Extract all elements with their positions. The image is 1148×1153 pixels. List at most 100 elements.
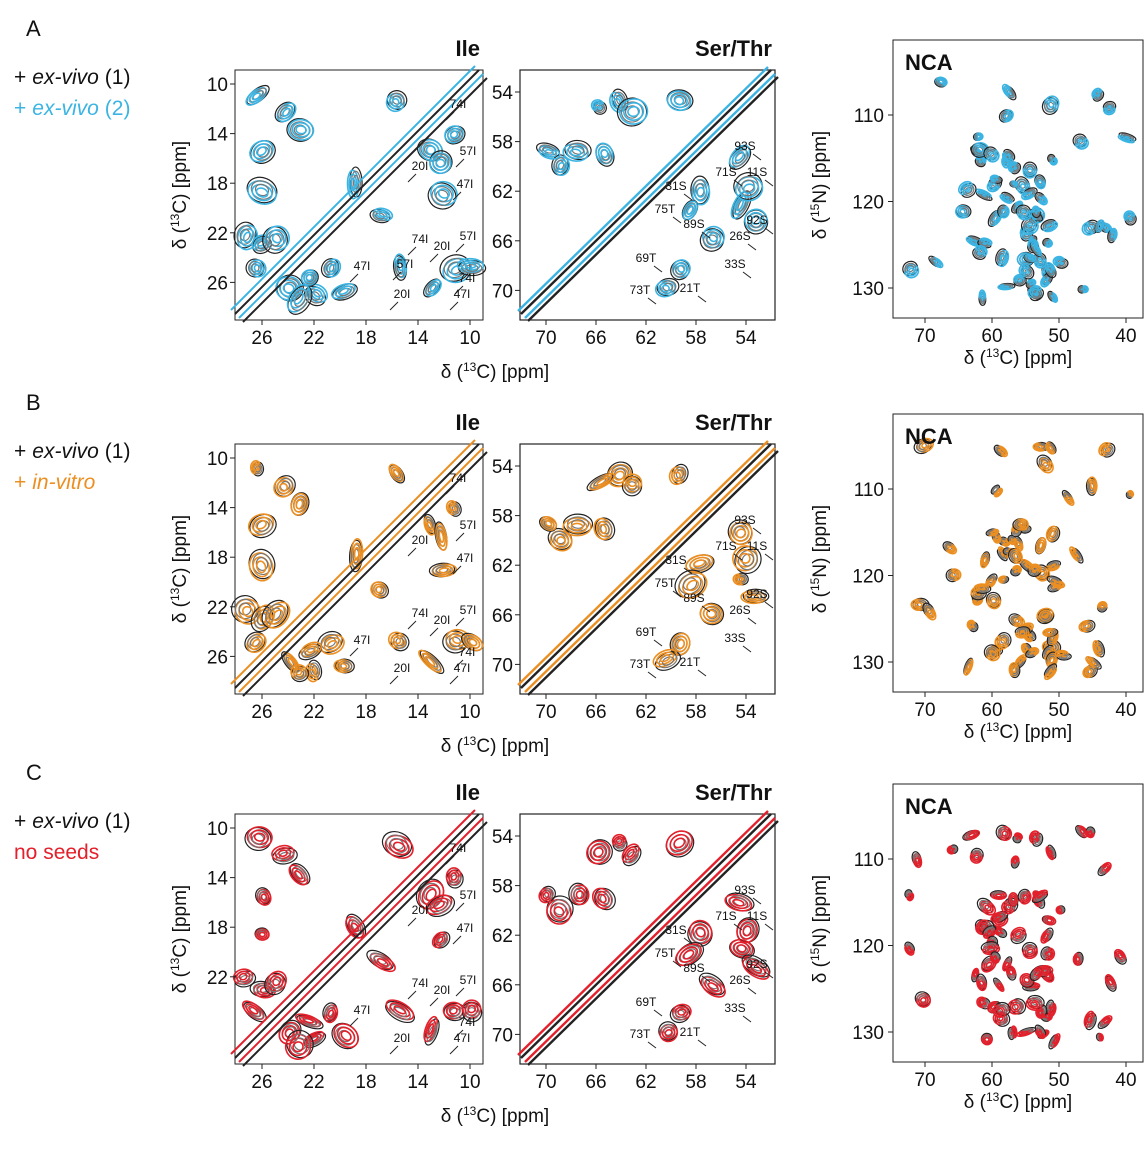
contour (1029, 280, 1035, 285)
axis-label: δ (13C) [ppm] (168, 885, 191, 993)
legend-entry: + ex-vivo (2) (14, 97, 130, 120)
contour (1075, 956, 1081, 963)
contour (1003, 152, 1012, 162)
plot-title: NCA (905, 50, 953, 75)
contour (1013, 552, 1020, 560)
contour (1004, 904, 1012, 911)
contour (1007, 999, 1024, 1015)
label-sup: 13 (168, 587, 182, 601)
contour (446, 127, 462, 141)
contour (1018, 628, 1027, 634)
leader-line (407, 547, 417, 557)
contour (1016, 627, 1029, 635)
diagonal (527, 450, 779, 696)
contour (1018, 180, 1026, 189)
peak-label: 75T (655, 202, 676, 216)
diagonal (524, 73, 776, 319)
contour (464, 262, 477, 269)
contour (264, 225, 290, 251)
contour (1079, 828, 1086, 835)
contour (1047, 445, 1053, 452)
x-tick-label: 60 (981, 700, 1002, 721)
contour (1088, 659, 1096, 666)
contour (979, 552, 990, 569)
contour (556, 536, 566, 546)
y-tick-label: 14 (207, 499, 229, 520)
contour (395, 637, 405, 647)
y-tick-label: 58 (492, 507, 513, 528)
contour (616, 840, 624, 848)
contour (1042, 915, 1057, 926)
leader-line (697, 669, 707, 677)
contour (392, 841, 406, 852)
contour (1013, 832, 1023, 841)
peak-label: 26S (729, 973, 750, 987)
contour (425, 279, 442, 297)
contour (1035, 193, 1045, 202)
peak-label: 26S (729, 603, 750, 617)
contour (1033, 290, 1041, 298)
contour (906, 947, 912, 953)
contour (435, 189, 449, 203)
contour (456, 257, 485, 273)
contour (326, 639, 338, 650)
contour (1015, 539, 1023, 550)
contour (1016, 834, 1021, 839)
contour (432, 155, 449, 172)
contour (1042, 461, 1050, 470)
contour (693, 559, 706, 568)
contour (1012, 616, 1020, 624)
contour (1030, 1001, 1039, 1008)
contour (306, 645, 316, 654)
x-tick-label: 54 (735, 1072, 757, 1093)
diagonal (524, 817, 776, 1063)
contour (467, 1004, 477, 1014)
contour (1019, 209, 1031, 219)
peak-label: 20I (412, 903, 429, 917)
contour (1099, 603, 1105, 609)
peak-label: 93S (734, 513, 755, 527)
contour (324, 636, 336, 648)
contour (1081, 286, 1088, 293)
contour (392, 95, 402, 105)
contour (1107, 978, 1114, 986)
peak-label: 89S (683, 217, 704, 231)
contour (438, 567, 451, 574)
contour (309, 1036, 321, 1044)
peak-label: 20I (434, 983, 451, 997)
contour (1012, 165, 1019, 172)
peak-label: 57I (460, 888, 477, 902)
contour (1021, 974, 1032, 985)
contour (673, 635, 688, 653)
label-part: C) [ppm] (999, 348, 1072, 369)
contour (1002, 196, 1010, 202)
contour (990, 938, 996, 944)
contour (1012, 616, 1024, 627)
contour (1064, 494, 1074, 505)
leader-line (449, 675, 459, 685)
contour (1023, 976, 1031, 984)
contour (977, 998, 987, 1007)
contour (333, 1023, 360, 1049)
contour (1053, 581, 1062, 586)
contour (1027, 285, 1042, 299)
peak-label: 89S (683, 591, 704, 605)
contour (906, 264, 915, 273)
diagonal (527, 820, 779, 1066)
contour (1036, 1029, 1045, 1038)
y-tick-label: 110 (854, 480, 884, 501)
contour (996, 982, 1002, 989)
contour (1038, 541, 1044, 550)
contour (562, 517, 592, 537)
contour (1018, 521, 1025, 528)
plot-frame (519, 813, 776, 1065)
contour (1034, 891, 1046, 900)
legend-part: + (14, 440, 26, 463)
x-tick-label: 14 (407, 1072, 429, 1093)
peak-label: 75T (655, 576, 676, 590)
label-part: δ ( (170, 600, 191, 623)
contour (594, 887, 616, 911)
contour (295, 868, 305, 880)
contour (465, 636, 481, 649)
y-tick-label: 120 (852, 937, 884, 958)
